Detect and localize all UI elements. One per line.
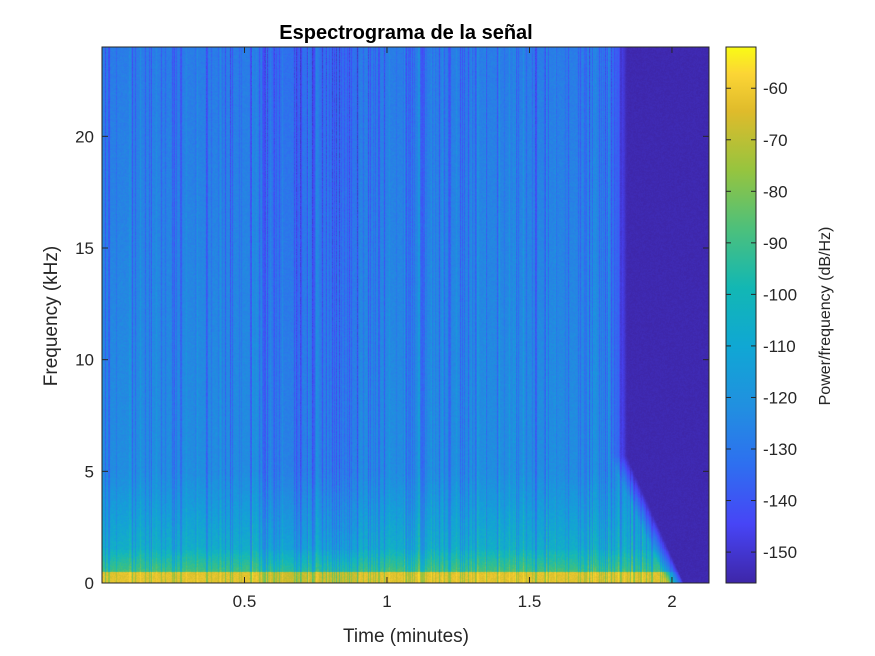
y-tick-label: 10 bbox=[75, 351, 94, 370]
colorbar bbox=[725, 46, 757, 584]
x-tick-label: 0.5 bbox=[233, 592, 257, 611]
colorbar-tick-label: -60 bbox=[763, 79, 788, 98]
y-axis: 0 5 10 15 20 bbox=[75, 127, 709, 593]
colorbar-tick-label: -90 bbox=[763, 234, 788, 253]
x-axis-label: Time (minutes) bbox=[343, 626, 469, 647]
colorbar-tick-label: -130 bbox=[763, 440, 797, 459]
y-axis-label: Frequency (kHz) bbox=[41, 246, 62, 386]
colorbar-ticks: -60 -70 -80 -90 -100 -110 -120 -130 -140 -150 bbox=[726, 79, 797, 562]
spectrogram-image bbox=[102, 47, 709, 583]
y-tick-label: 5 bbox=[85, 462, 94, 481]
y-tick-label: 20 bbox=[75, 127, 94, 146]
plot-frame bbox=[101, 46, 710, 584]
x-tick-label: 2 bbox=[667, 592, 676, 611]
colorbar-tick-label: -150 bbox=[763, 543, 797, 562]
chart-title: Espectrograma de la señal bbox=[279, 22, 532, 44]
colorbar-tick-label: -110 bbox=[763, 337, 796, 356]
colorbar-tick-label: -100 bbox=[763, 285, 797, 304]
y-tick-label: 0 bbox=[85, 574, 94, 593]
x-axis: 0.5 1 1.5 2 bbox=[233, 47, 677, 611]
colorbar-tick-label: -70 bbox=[763, 131, 788, 150]
colorbar-tick-label: -80 bbox=[763, 182, 788, 201]
colorbar-label: Power/frequency (dB/Hz) bbox=[817, 227, 834, 406]
x-tick-label: 1.5 bbox=[518, 592, 542, 611]
plot-area bbox=[102, 47, 709, 583]
x-tick-label: 1 bbox=[382, 592, 391, 611]
colorbar-tick-label: -140 bbox=[763, 492, 797, 511]
colorbar-tick-label: -120 bbox=[763, 388, 797, 407]
y-tick-label: 15 bbox=[75, 239, 94, 258]
